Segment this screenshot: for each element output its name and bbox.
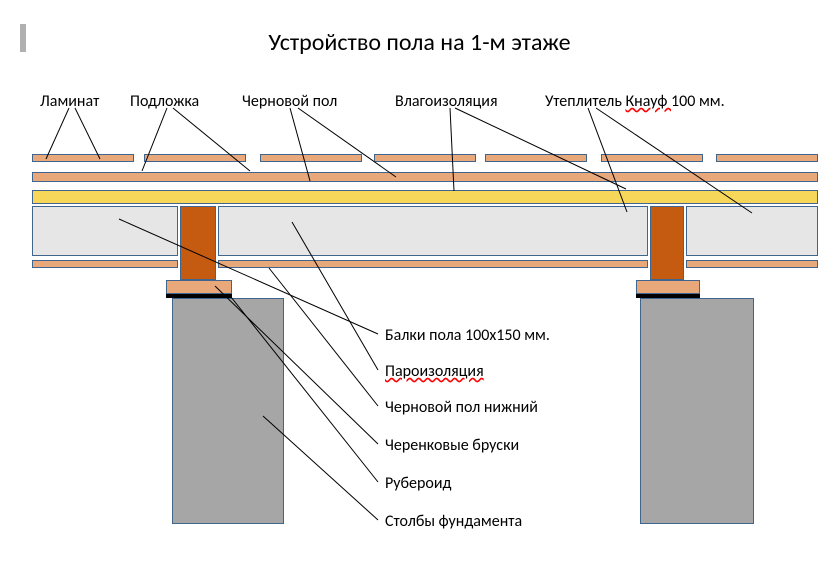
insulation-panel-1	[218, 206, 648, 256]
laminate-plank-0	[32, 154, 134, 162]
laminate-plank-4	[485, 154, 587, 162]
pillar-1	[640, 298, 754, 524]
label-beams: Балки пола 100х150 мм.	[385, 326, 550, 345]
label-underlay: Подложка	[130, 92, 199, 111]
label-moisture: Влагоизоляция	[395, 92, 498, 111]
beam-1	[650, 206, 684, 280]
subfloor-top	[32, 172, 818, 182]
label-ruberoid: Рубероид	[385, 474, 451, 493]
label-insulation: Утеплитель Кнауф 100 мм.	[545, 92, 725, 111]
laminate-plank-5	[601, 154, 703, 162]
label-subfloor: Черновой пол	[242, 92, 337, 111]
laminate-plank-3	[374, 154, 476, 162]
label-vapor: Пароизоляция	[385, 362, 484, 381]
pillar-0	[172, 298, 284, 524]
moisture-band	[32, 190, 818, 204]
insulation-panel-2	[686, 206, 818, 256]
diagram-title: Устройство пола на 1-м этаже	[0, 28, 839, 57]
skull-block-1	[636, 280, 700, 294]
laminate-plank-2	[260, 154, 362, 162]
label-laminate: Ламинат	[40, 92, 99, 111]
lower-subfloor-0	[32, 260, 178, 268]
lower-subfloor-2	[686, 260, 818, 268]
laminate-plank-6	[716, 154, 818, 162]
skull-block-0	[166, 280, 232, 294]
label-skull_bars: Черенковые бруски	[385, 436, 519, 455]
lower-subfloor-1	[218, 260, 648, 268]
beam-0	[180, 206, 216, 280]
insulation-panel-0	[32, 206, 178, 256]
label-lower_sub: Черновой пол нижний	[385, 398, 538, 417]
laminate-plank-1	[144, 154, 246, 162]
label-pillars: Столбы фундамента	[385, 512, 522, 531]
